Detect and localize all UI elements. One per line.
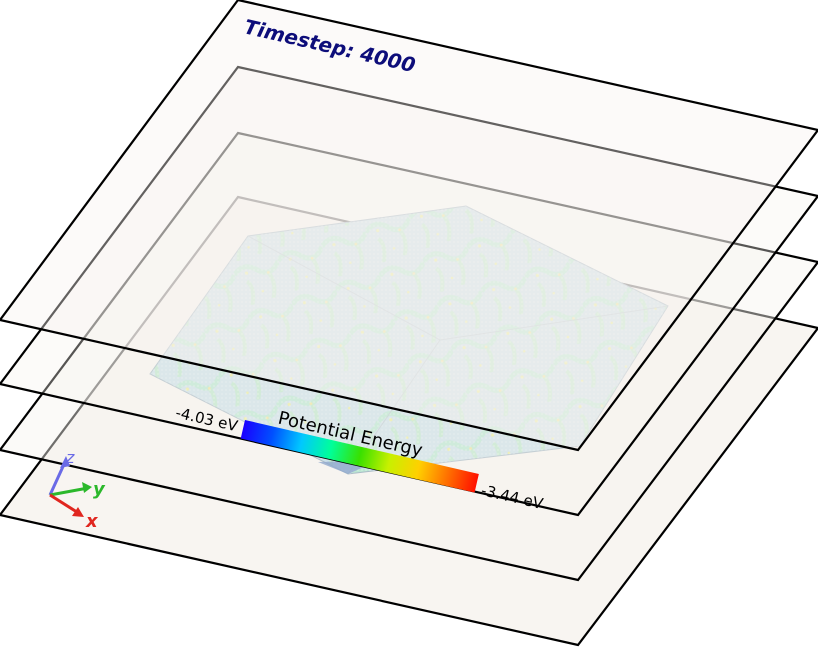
z-arrowhead [60, 456, 70, 468]
sheet-layer-1 [0, 0, 818, 452]
axis-tripod: z y x [48, 448, 106, 532]
crystal-grain-structure [149, 205, 669, 475]
colorbar-ramp [240, 420, 479, 493]
y-axis-label: y [93, 479, 106, 500]
y-arrowhead [82, 482, 92, 493]
y-axis-arrow [49, 486, 89, 497]
x-axis-label: x [85, 511, 99, 532]
x-arrowhead [72, 507, 84, 517]
x-axis-arrow [49, 493, 81, 516]
z-axis-label: z [65, 448, 75, 467]
